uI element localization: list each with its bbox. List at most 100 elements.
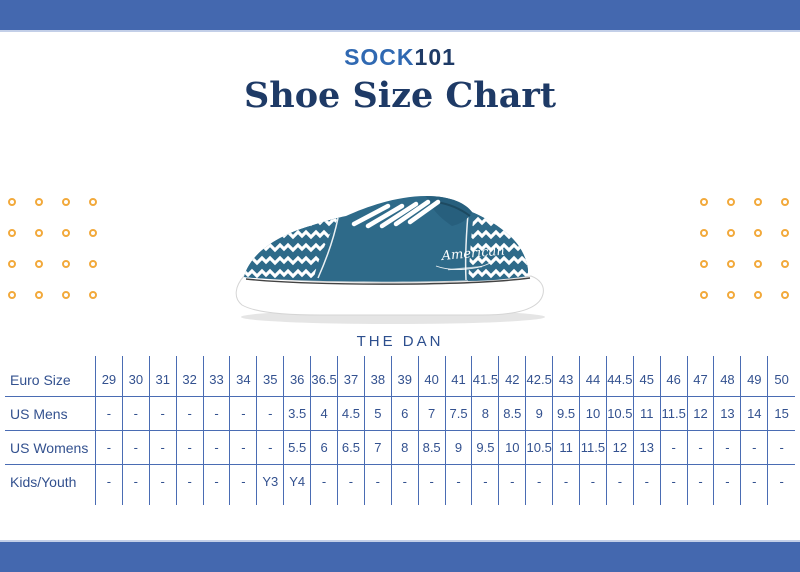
size-cell: 48	[713, 363, 741, 397]
size-cell: -	[95, 464, 123, 498]
size-cell: -	[632, 464, 661, 498]
signature-text: American	[440, 244, 505, 265]
row-label: US Mens	[5, 396, 96, 431]
decor-dot	[781, 291, 789, 299]
size-cell: -	[552, 464, 580, 498]
size-cell: Y4	[283, 464, 311, 498]
size-cell: -	[256, 430, 284, 465]
size-cell: -	[175, 430, 204, 465]
size-cell: 36.5	[310, 363, 338, 397]
product-name: THE DAN	[356, 333, 444, 350]
size-cell: -	[310, 464, 338, 498]
size-cell: -	[175, 464, 204, 498]
decor-dot	[8, 291, 16, 299]
size-cell: 10.5	[605, 396, 634, 431]
size-cell: 9	[525, 396, 553, 431]
row-label: Euro Size	[10, 371, 71, 388]
size-cell: -	[740, 464, 768, 498]
size-cell: 7	[417, 396, 446, 431]
size-cell: 8.5	[498, 396, 526, 431]
decor-dot	[89, 229, 97, 237]
size-cell: -	[175, 396, 204, 431]
brand-name-part2: 101	[414, 44, 456, 70]
size-cell: 42	[498, 363, 526, 397]
decor-dot	[754, 291, 762, 299]
size-cell: 9.5	[471, 430, 499, 465]
decor-dot	[62, 198, 70, 206]
size-cell: 7.5	[444, 396, 472, 431]
decor-dot	[781, 229, 789, 237]
size-cell: -	[121, 464, 150, 498]
size-cell: 38	[363, 363, 392, 397]
size-cell: 14	[740, 396, 768, 431]
size-cell: 12	[605, 430, 634, 465]
size-cell: -	[605, 464, 634, 498]
size-cell: 12	[686, 396, 714, 431]
size-cell: -	[229, 396, 257, 431]
size-cell: 6	[310, 430, 338, 465]
row-label: US Womens	[5, 430, 96, 465]
table-spacer-row	[5, 356, 795, 363]
size-table-body: Euro Size 29 30 31 32 33 34 35 36 36.5 37 38 39 40 41 4…	[5, 356, 795, 505]
size-cell: 13	[713, 396, 741, 431]
size-cell: -	[256, 396, 284, 431]
size-cell: Y3	[256, 464, 284, 498]
size-cell: 7	[363, 430, 392, 465]
size-cell: 9.5	[552, 396, 580, 431]
size-cell: -	[713, 464, 741, 498]
decor-dot	[700, 198, 708, 206]
left-dots-grid	[8, 198, 97, 299]
size-cell: 39	[390, 363, 419, 397]
size-cell: 6.5	[337, 430, 365, 465]
size-cell: -	[659, 464, 688, 498]
size-cell: -	[229, 464, 257, 498]
size-cell: 30	[121, 363, 150, 397]
size-cell: 44.5	[605, 363, 634, 397]
size-table: Euro Size 29 30 31 32 33 34 35 36 36.5 37 38 39 40 41 4…	[5, 356, 795, 505]
size-cell: 6	[390, 396, 419, 431]
row-label: Kids/Youth	[5, 464, 96, 498]
size-cell: 34	[229, 363, 257, 397]
page-title: Shoe Size Chart	[243, 75, 556, 116]
size-cell: -	[659, 430, 688, 465]
size-cell: -	[713, 430, 741, 465]
size-cell: 41	[444, 363, 472, 397]
size-cell: -	[202, 464, 230, 498]
decor-dot	[700, 229, 708, 237]
size-cell: -	[444, 464, 472, 498]
size-cell: 11.5	[579, 430, 607, 465]
top-border-bar	[0, 0, 800, 32]
decor-dot	[727, 198, 735, 206]
size-cell: -	[95, 430, 123, 465]
size-cell: -	[767, 430, 795, 465]
size-cell: 9	[444, 430, 472, 465]
size-cell: 5.5	[283, 430, 311, 465]
table-spacer-row	[5, 498, 795, 505]
size-cell: 41.5	[471, 363, 499, 397]
table-row: Kids/Youth - - - - - - Y3 Y4- - - - - - - - - - - - - - - - - -	[5, 464, 795, 498]
size-cell: 11.5	[659, 396, 688, 431]
decor-dot	[700, 291, 708, 299]
brand-logo: SOCK101	[0, 44, 800, 70]
size-cell: 29	[95, 363, 123, 397]
size-cell: 37	[337, 363, 365, 397]
shoe-image: American	[235, 196, 545, 324]
size-cell: -	[202, 430, 230, 465]
size-cell: 8.5	[417, 430, 446, 465]
shoe-section: American THE DAN	[0, 176, 800, 350]
decor-dot	[35, 291, 43, 299]
size-cell: 13	[632, 430, 661, 465]
decor-dot	[727, 291, 735, 299]
size-cell: 44	[579, 363, 607, 397]
table-row: Euro Size 29 30 31 32 33 34 35 36 36.5 37 38 39 40 41 4…	[5, 363, 795, 397]
size-cell: 42.5	[525, 363, 553, 397]
decor-dot	[781, 260, 789, 268]
right-dots-grid	[700, 198, 789, 299]
decor-dot	[62, 260, 70, 268]
size-cell: 46	[659, 363, 688, 397]
size-cell: 10.5	[525, 430, 553, 465]
decor-dot	[8, 229, 16, 237]
size-cell: -	[417, 464, 446, 498]
size-cell: -	[121, 430, 150, 465]
size-cell: 36	[283, 363, 311, 397]
